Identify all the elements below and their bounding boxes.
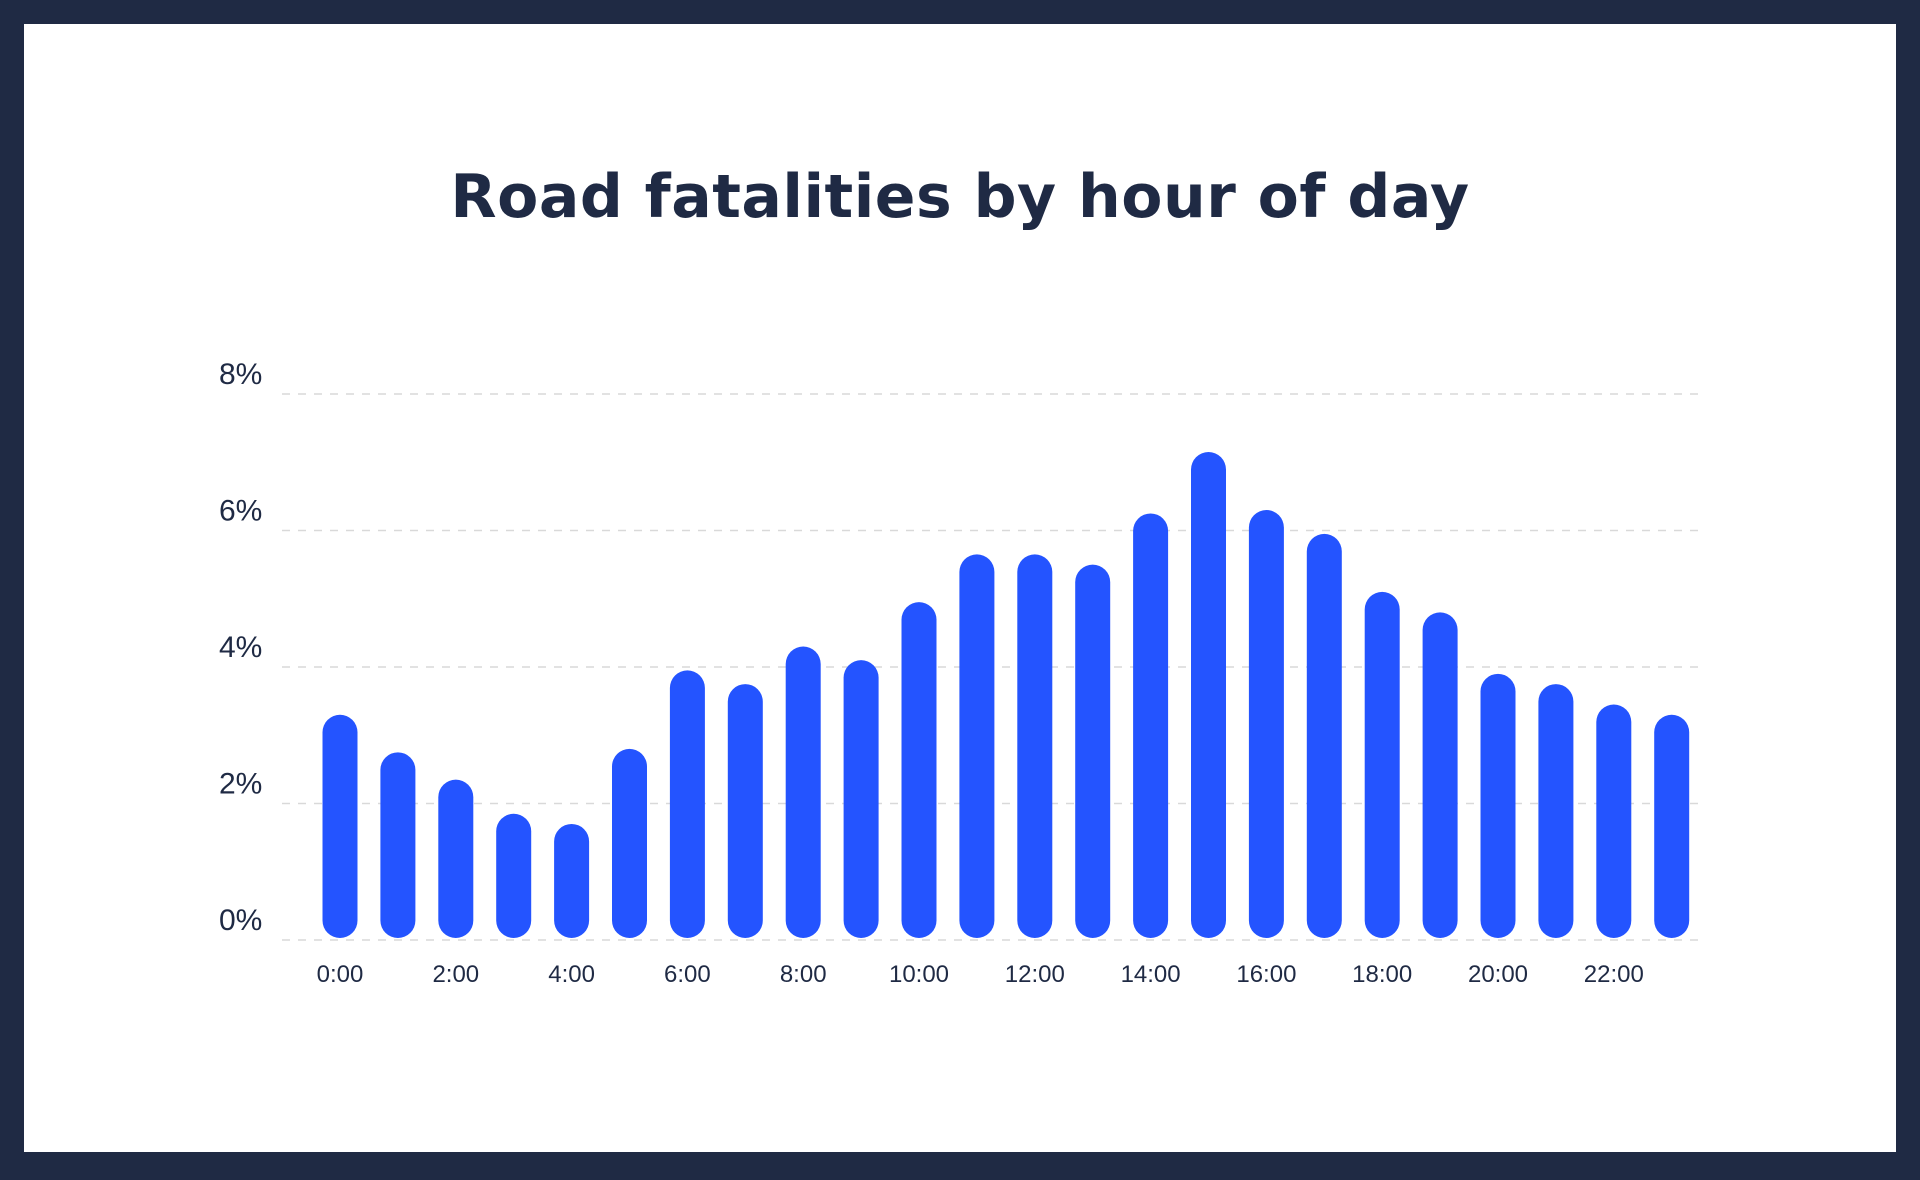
bar [1133, 513, 1169, 938]
x-tick-label: 14:00 [1121, 961, 1181, 988]
bar [1364, 591, 1400, 938]
bar [901, 602, 937, 938]
bar [612, 748, 647, 938]
bar [669, 670, 705, 938]
bar [380, 752, 416, 938]
x-tick-label: 4:00 [548, 961, 595, 988]
y-tick-label: 2% [219, 768, 262, 801]
x-tick-label: 10:00 [889, 961, 949, 988]
bar [785, 646, 821, 938]
x-tick-label: 6:00 [664, 961, 711, 988]
x-tick-label: 0:00 [317, 961, 364, 988]
y-tick-label: 6% [219, 495, 262, 528]
bar [1538, 684, 1574, 938]
bar [496, 813, 532, 938]
bar [322, 714, 358, 938]
x-tick-label: 22:00 [1584, 961, 1644, 988]
x-tick-label: 12:00 [1005, 961, 1065, 988]
bar [727, 684, 763, 938]
bar [1422, 612, 1458, 938]
bar [1596, 704, 1632, 938]
bar [1654, 714, 1690, 938]
bar [959, 554, 995, 938]
bar [554, 823, 590, 938]
bar [1017, 554, 1053, 938]
bar [1306, 533, 1342, 938]
x-tick-label: 20:00 [1468, 961, 1528, 988]
bar [438, 779, 474, 938]
bar [1191, 452, 1226, 938]
bar [1248, 510, 1284, 938]
bar-chart: 0% 2% 4% 6% 8% 0:00 2:00 4:00 6:00 8:00 10:00 12:00… [219, 358, 1704, 988]
y-tick-label: 0% [219, 904, 262, 937]
x-tick-label: 2:00 [432, 961, 479, 988]
x-tick-label: 16:00 [1236, 961, 1296, 988]
bar [843, 660, 879, 938]
x-tick-label: 18:00 [1352, 961, 1412, 988]
bar [1075, 564, 1111, 938]
y-tick-label: 8% [219, 358, 262, 391]
chart-title: Road fatalities by hour of day [450, 162, 1470, 232]
chart-card: Road fatalities by hour of day 0% 2% 4% 6% 8… [24, 24, 1896, 1152]
bar [1480, 673, 1516, 938]
x-tick-label: 8:00 [780, 961, 827, 988]
y-tick-label: 4% [219, 631, 262, 664]
